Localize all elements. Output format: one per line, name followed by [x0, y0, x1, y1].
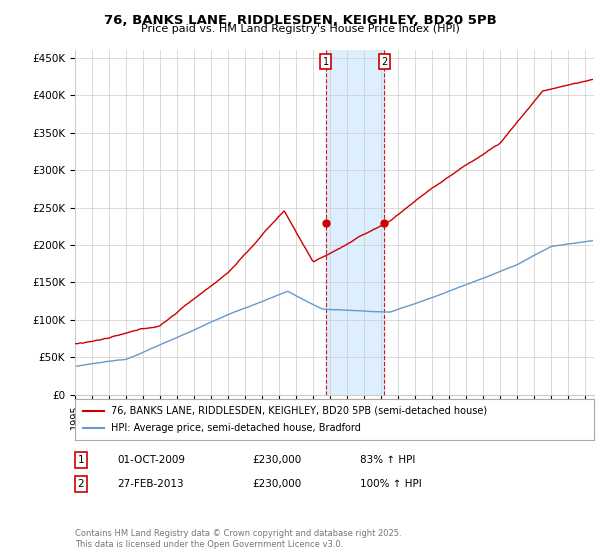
Text: £230,000: £230,000 — [252, 479, 301, 489]
Text: 83% ↑ HPI: 83% ↑ HPI — [360, 455, 415, 465]
Text: 76, BANKS LANE, RIDDLESDEN, KEIGHLEY, BD20 5PB: 76, BANKS LANE, RIDDLESDEN, KEIGHLEY, BD… — [104, 14, 496, 27]
Bar — [326, 50, 384, 395]
Text: 2: 2 — [381, 57, 388, 67]
Text: £230,000: £230,000 — [252, 455, 301, 465]
Text: Price paid vs. HM Land Registry's House Price Index (HPI): Price paid vs. HM Land Registry's House … — [140, 24, 460, 34]
Text: 1: 1 — [77, 455, 85, 465]
Text: 27-FEB-2013: 27-FEB-2013 — [117, 479, 184, 489]
Text: HPI: Average price, semi-detached house, Bradford: HPI: Average price, semi-detached house,… — [112, 423, 361, 433]
Text: 76, BANKS LANE, RIDDLESDEN, KEIGHLEY, BD20 5PB (semi-detached house): 76, BANKS LANE, RIDDLESDEN, KEIGHLEY, BD… — [112, 405, 487, 416]
Text: 01-OCT-2009: 01-OCT-2009 — [117, 455, 185, 465]
Text: 100% ↑ HPI: 100% ↑ HPI — [360, 479, 422, 489]
Text: 2: 2 — [77, 479, 85, 489]
Text: Contains HM Land Registry data © Crown copyright and database right 2025.
This d: Contains HM Land Registry data © Crown c… — [75, 529, 401, 549]
Text: 1: 1 — [323, 57, 329, 67]
